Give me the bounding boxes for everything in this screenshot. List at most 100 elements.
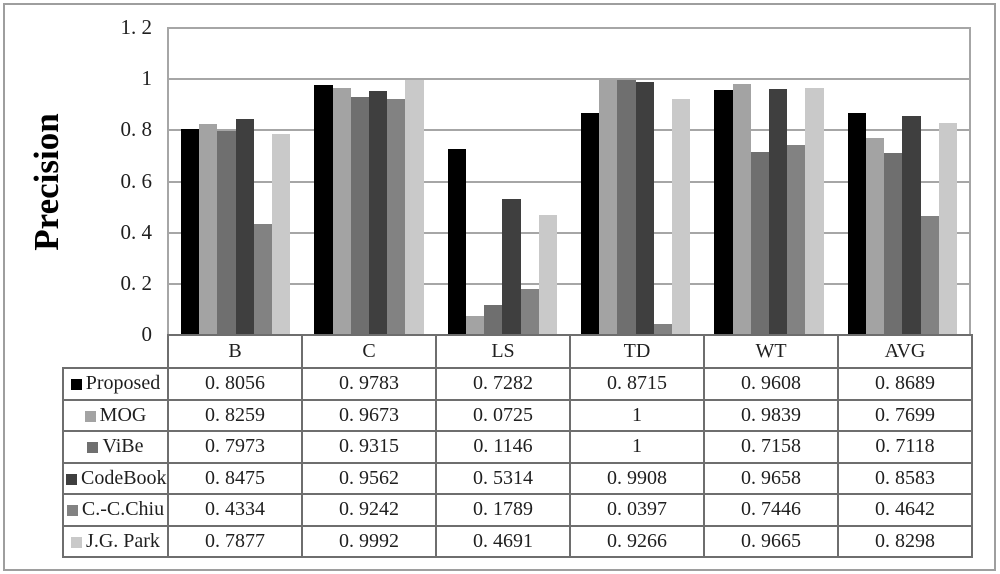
bar-j-g-park-avg xyxy=(938,123,957,334)
bar-vibe-c xyxy=(350,97,369,334)
gridline xyxy=(169,231,969,234)
bar-codebook-c xyxy=(368,90,388,334)
series-label: MOG xyxy=(99,403,147,426)
bar-group-avg xyxy=(836,29,969,334)
value-cell: 0. 7158 xyxy=(703,430,839,464)
data-table-wrap: B C LS TD WT AVG Proposed 0. 8056 0. 9783 0. 728… xyxy=(62,334,973,558)
value-cell: 0. 8715 xyxy=(569,367,705,401)
series-label: Proposed xyxy=(85,372,161,395)
bar-c-c-chiu-b xyxy=(253,223,273,334)
bar-mog-b xyxy=(199,124,218,334)
value-cell: 0. 9839 xyxy=(703,398,839,432)
bar-vibe-ls xyxy=(484,304,503,334)
value-cell: 0. 9562 xyxy=(301,461,437,495)
bar-j-g-park-c xyxy=(405,80,424,334)
bar-codebook-ls xyxy=(502,198,521,334)
series-label: J.G. Park xyxy=(86,529,160,552)
bar-proposed-avg xyxy=(847,113,866,334)
gridline xyxy=(169,180,969,183)
value-cell: 0. 4334 xyxy=(167,493,303,527)
table-header-row: B C LS TD WT AVG xyxy=(63,334,973,369)
bar-vibe-avg xyxy=(884,153,903,334)
value-cell: 0. 5314 xyxy=(435,461,571,495)
series-label-cell: C.-C.Chiu xyxy=(62,493,169,527)
value-cell: 0. 7877 xyxy=(167,524,303,558)
table-row: MOG 0. 8259 0. 9673 0. 0725 1 0. 9839 0. 7699 xyxy=(62,398,973,432)
value-cell: 0. 7118 xyxy=(837,430,973,464)
series-label-cell: ViBe xyxy=(62,430,169,464)
bar-groups xyxy=(169,29,969,334)
table-row: C.-C.Chiu 0. 4334 0. 9242 0. 1789 0. 0397 0. … xyxy=(62,493,973,527)
bar-mog-wt xyxy=(732,83,751,334)
table-row: ViBe 0. 7973 0. 9315 0. 1146 1 0. 7158 0. 7118 xyxy=(62,430,973,464)
value-cell: 0. 7446 xyxy=(703,493,839,527)
bar-group-td xyxy=(569,29,702,334)
series-label-cell: MOG xyxy=(62,398,169,432)
series-label-cell: J.G. Park xyxy=(62,524,169,558)
legend-swatch-icon xyxy=(66,505,78,517)
value-cell: 0. 0397 xyxy=(569,493,705,527)
y-tick-label: 0. 4 xyxy=(120,219,153,244)
bar-proposed-td xyxy=(580,112,600,334)
series-label-cell: Proposed xyxy=(62,367,169,401)
bar-c-c-chiu-td xyxy=(653,323,673,334)
value-cell: 0. 4691 xyxy=(435,524,571,558)
bar-codebook-b xyxy=(235,118,254,334)
value-cell: 0. 9908 xyxy=(569,461,705,495)
column-header-wt: WT xyxy=(703,334,839,369)
series-label: ViBe xyxy=(102,435,144,458)
series-label: CodeBook xyxy=(81,466,167,489)
bar-mog-c xyxy=(332,88,351,334)
gridline xyxy=(169,282,969,285)
value-cell: 0. 7699 xyxy=(837,398,973,432)
bar-c-c-chiu-avg xyxy=(920,216,939,334)
bar-proposed-ls xyxy=(447,148,466,334)
value-cell: 0. 8689 xyxy=(837,367,973,401)
value-cell: 0. 8475 xyxy=(167,461,303,495)
y-tick-label: 1 xyxy=(141,66,153,91)
value-cell: 0. 9266 xyxy=(569,524,705,558)
bar-codebook-td xyxy=(635,82,654,334)
value-cell: 0. 7973 xyxy=(167,430,303,464)
bar-proposed-b xyxy=(181,129,200,334)
value-cell: 0. 4642 xyxy=(837,493,973,527)
value-cell: 0. 1146 xyxy=(435,430,571,464)
gridline xyxy=(169,78,969,81)
bar-group-b xyxy=(169,29,302,334)
value-cell: 0. 8583 xyxy=(837,461,973,495)
y-axis-title: Precision xyxy=(27,113,66,251)
bar-group-c xyxy=(302,29,435,334)
bar-c-c-chiu-wt xyxy=(787,144,806,334)
value-cell: 0. 8056 xyxy=(167,367,303,401)
y-tick-label: 0. 2 xyxy=(120,270,153,295)
legend-swatch-icon xyxy=(66,473,77,485)
value-cell: 0. 0725 xyxy=(435,398,571,432)
value-cell: 0. 8298 xyxy=(837,524,973,558)
column-header-ls: LS xyxy=(435,334,571,369)
y-tick-label: 0. 6 xyxy=(120,168,153,193)
legend-swatch-icon xyxy=(70,379,82,391)
legend-swatch-icon xyxy=(87,442,99,454)
value-cell: 0. 1789 xyxy=(435,493,571,527)
column-header-avg: AVG xyxy=(837,334,973,369)
y-tick-label: 0. 8 xyxy=(120,117,153,142)
value-cell: 0. 7282 xyxy=(435,367,571,401)
table-row: J.G. Park 0. 7877 0. 9992 0. 4691 0. 9266 0. … xyxy=(62,524,973,558)
bar-proposed-c xyxy=(314,85,333,334)
value-cell: 0. 9783 xyxy=(301,367,437,401)
bar-proposed-wt xyxy=(714,89,733,334)
bar-vibe-td xyxy=(617,79,636,334)
bar-vibe-b xyxy=(217,131,236,334)
gridline xyxy=(169,129,969,132)
bar-c-c-chiu-ls xyxy=(520,288,539,334)
table-row: CodeBook 0. 8475 0. 9562 0. 5314 0. 9908 0. 9… xyxy=(62,461,973,495)
value-cell: 0. 9315 xyxy=(301,430,437,464)
value-cell: 0. 9992 xyxy=(301,524,437,558)
bar-mog-td xyxy=(599,79,618,334)
bar-c-c-chiu-c xyxy=(387,99,406,334)
bar-group-ls xyxy=(436,29,569,334)
column-header-c: C xyxy=(301,334,437,369)
bar-vibe-wt xyxy=(750,152,769,334)
bar-j-g-park-ls xyxy=(538,214,557,334)
bar-group-wt xyxy=(702,29,835,334)
